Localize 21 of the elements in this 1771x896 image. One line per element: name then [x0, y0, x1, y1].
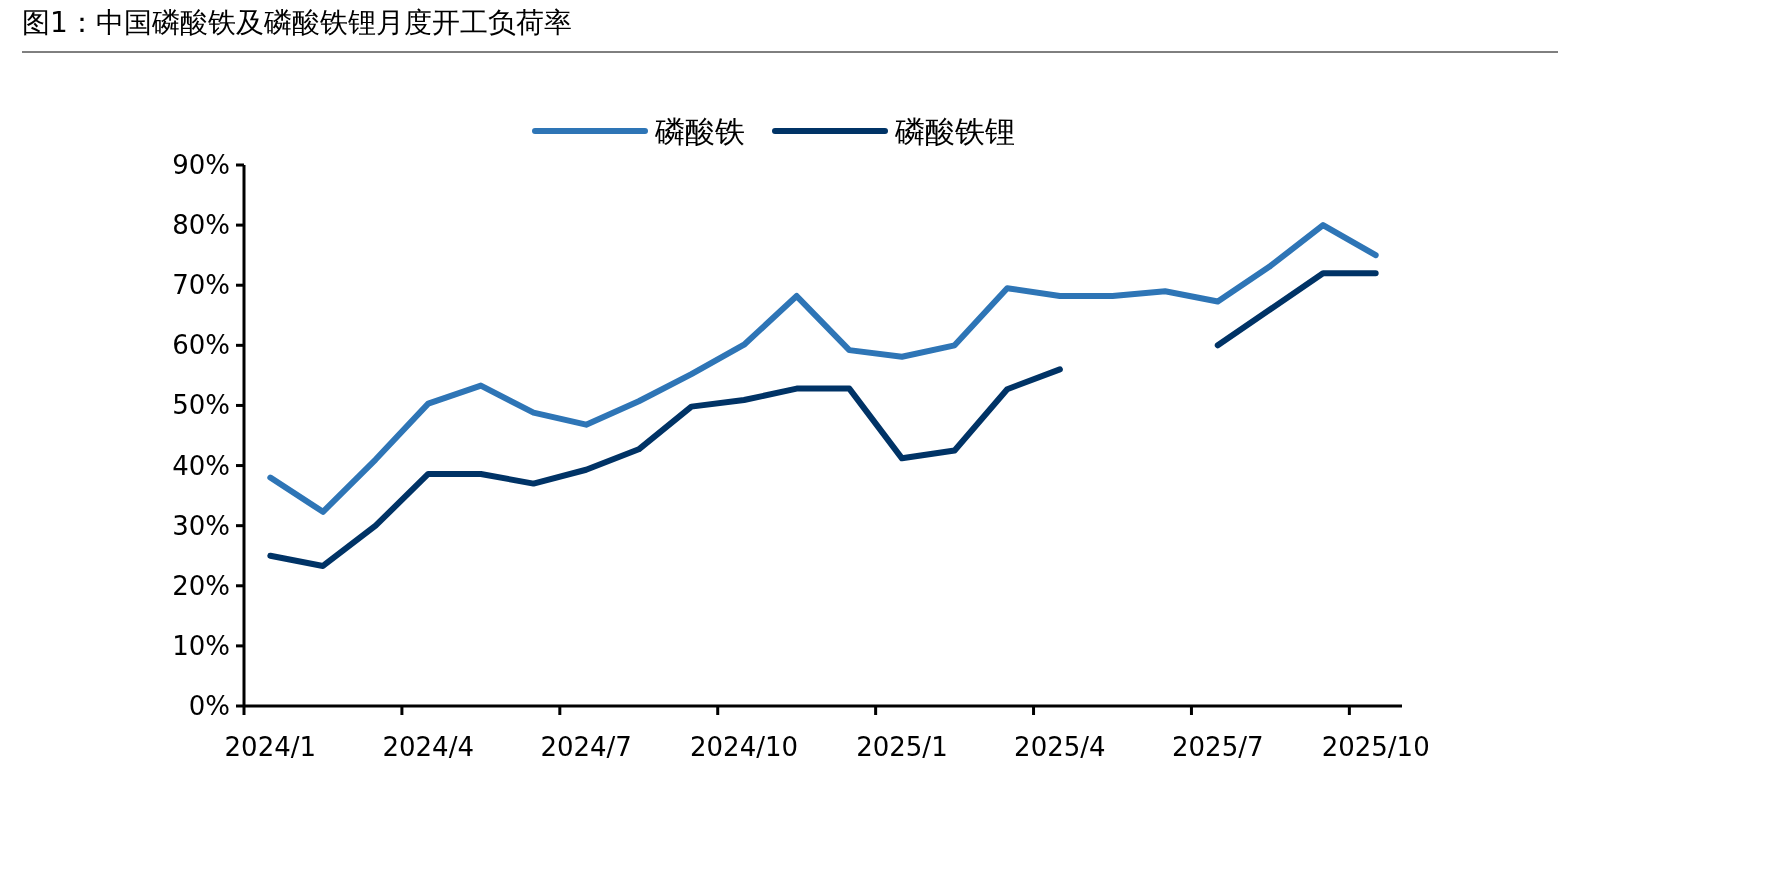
x-tick-label: 2025/10	[1321, 732, 1430, 762]
x-tick-label: 2025/1	[856, 732, 948, 762]
legend-label: 磷酸铁锂	[894, 114, 1015, 149]
y-tick-label: 50%	[172, 390, 230, 421]
y-tick-label: 0%	[188, 691, 230, 721]
y-tick-label: 40%	[172, 450, 230, 481]
x-tick-label: 2024/10	[690, 732, 799, 762]
x-tick-label: 2025/4	[1014, 732, 1106, 762]
y-tick-label: 90%	[172, 150, 230, 180]
x-tick-label: 2025/7	[1172, 732, 1264, 762]
y-tick-label: 70%	[172, 270, 230, 301]
x-tick-label: 2024/1	[224, 732, 317, 762]
legend-label: 磷酸铁	[654, 114, 745, 149]
y-tick-label: 30%	[172, 510, 230, 541]
y-tick-label: 80%	[172, 210, 230, 241]
y-tick-label: 10%	[172, 630, 230, 661]
y-tick-label: 60%	[172, 330, 230, 361]
y-tick-label: 20%	[172, 570, 230, 601]
chart-title: 图1：中国磷酸铁及磷酸铁锂月度开工负荷率	[22, 6, 572, 39]
x-tick-label: 2024/7	[540, 732, 632, 762]
x-tick-label: 2024/4	[382, 732, 474, 762]
